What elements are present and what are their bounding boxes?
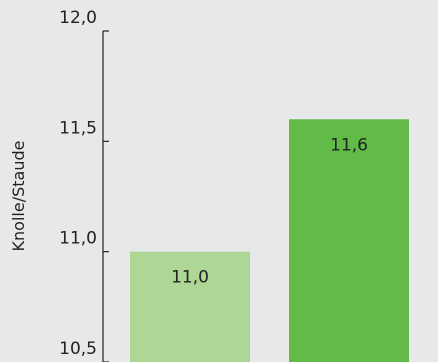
bar-value-label: 11,6 (330, 135, 368, 155)
y-ticks: 10,5 11,0 11,5 12,0 (59, 8, 109, 362)
y-tick-label: 11,0 (59, 229, 97, 249)
y-tick-label: 11,5 (59, 118, 97, 138)
y-axis-title: Knolle/Staude (9, 141, 28, 252)
bars: 11,0 11,6 (130, 119, 409, 362)
bar (130, 251, 250, 362)
y-tick-label: 12,0 (59, 8, 97, 28)
bar (289, 119, 409, 362)
y-tick-label: 10,5 (59, 339, 97, 359)
bar-value-label: 11,0 (171, 268, 209, 288)
y-axis: 10,5 11,0 11,5 12,0 (59, 8, 109, 362)
